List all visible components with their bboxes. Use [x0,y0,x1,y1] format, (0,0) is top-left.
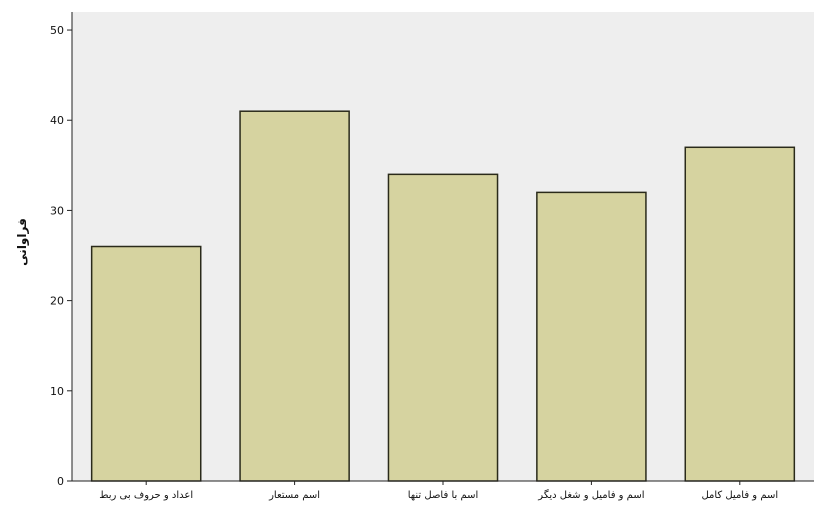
x-category-label: اسم و فامیل و شغل دیگر [537,489,644,501]
y-tick-label: 0 [57,475,64,488]
y-axis: 0 10 20 30 40 50 [50,12,73,488]
y-tick-label: 40 [50,114,64,127]
y-tick-label: 10 [50,385,64,398]
y-axis-label: فراوانی [15,218,30,266]
bar [90,245,202,482]
y-tick-label: 50 [50,24,64,37]
bar [684,146,796,482]
x-category-label: اسم با فاصل تنها [408,490,479,501]
y-tick-label: 20 [50,295,64,308]
x-category-label: اسم مستعار [268,490,320,501]
bar [239,110,350,482]
bar [387,173,499,482]
bars-group [90,110,796,482]
x-category-label: اسم و فامیل کامل [701,490,778,501]
x-axis: اعداد و حروف بی ربط اسم مستعار اسم با فاصل… [72,480,814,501]
bar [536,191,647,482]
x-category-label: اعداد و حروف بی ربط [99,490,193,501]
y-tick-label: 30 [50,204,64,217]
